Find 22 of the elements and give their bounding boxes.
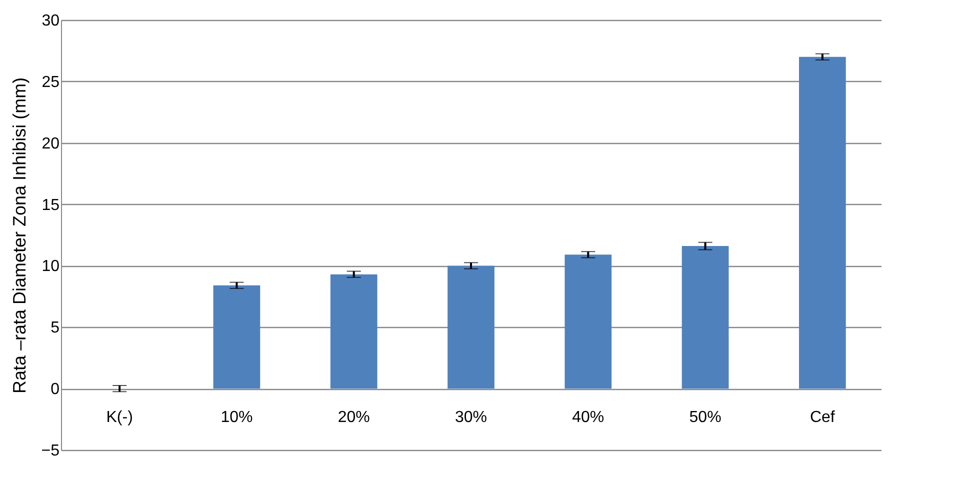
x-tick-label: 40% <box>572 409 604 426</box>
y-tick-label: 20 <box>42 135 60 152</box>
bar <box>448 266 494 389</box>
y-tick-label: 10 <box>42 258 60 276</box>
y-tick-label: 5 <box>50 320 60 337</box>
x-tick-label: 30% <box>454 409 488 426</box>
bar <box>564 254 612 389</box>
x-tick-label: K(-) <box>106 409 133 426</box>
x-tick-label: 50% <box>689 409 722 426</box>
y-tick-label: 30 <box>42 12 60 30</box>
y-tick-label: 25 <box>42 74 60 91</box>
bar <box>330 274 378 389</box>
x-tick-label: Cef <box>810 409 836 426</box>
y-tick-label: −5 <box>41 442 60 460</box>
bar <box>682 246 729 389</box>
x-tick-label: 20% <box>338 409 370 426</box>
x-tick-label: 10% <box>220 409 253 426</box>
bar <box>799 56 846 389</box>
bar <box>213 285 260 389</box>
y-tick-label: 0 <box>50 381 60 398</box>
y-axis-title: Rata –rata Diameter Zona Inhibisi (mm) <box>9 77 30 394</box>
y-tick-label: 15 <box>42 196 60 214</box>
